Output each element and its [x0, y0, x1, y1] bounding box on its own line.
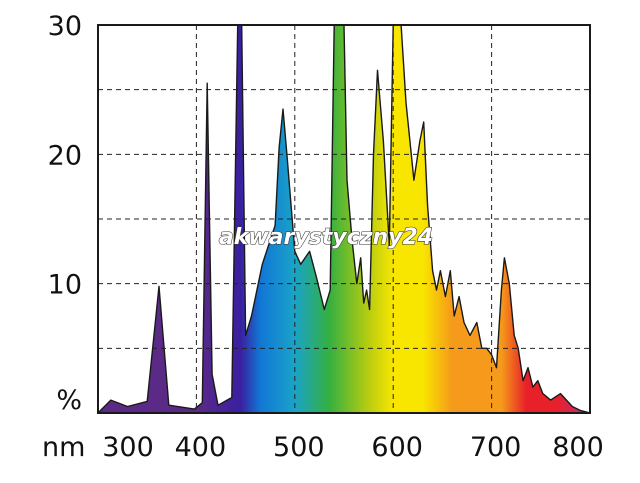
x-tick-label-400: 400	[175, 432, 227, 463]
y-tick-label-20: 20	[48, 140, 82, 171]
x-axis-label: nm	[42, 432, 85, 463]
grid-lines	[98, 25, 590, 413]
x-tick-label-700: 700	[470, 432, 522, 463]
watermark: akwarystyczny24	[219, 225, 433, 250]
plot-area	[97, 24, 591, 414]
x-tick-label-300: 300	[102, 432, 154, 463]
y-tick-label-10: 10	[48, 270, 82, 301]
x-tick-label-500: 500	[273, 432, 325, 463]
x-tick-label-800: 800	[552, 432, 604, 463]
plot-frame	[97, 24, 591, 414]
x-tick-label-600: 600	[371, 432, 423, 463]
x-axis-ticks: 300 400 500 600 700 800	[102, 432, 604, 463]
spectrum-outline	[98, 25, 590, 413]
y-axis-label: %	[56, 385, 82, 416]
y-axis-ticks: 10 20 30	[48, 11, 82, 301]
y-tick-label-30: 30	[48, 11, 82, 42]
